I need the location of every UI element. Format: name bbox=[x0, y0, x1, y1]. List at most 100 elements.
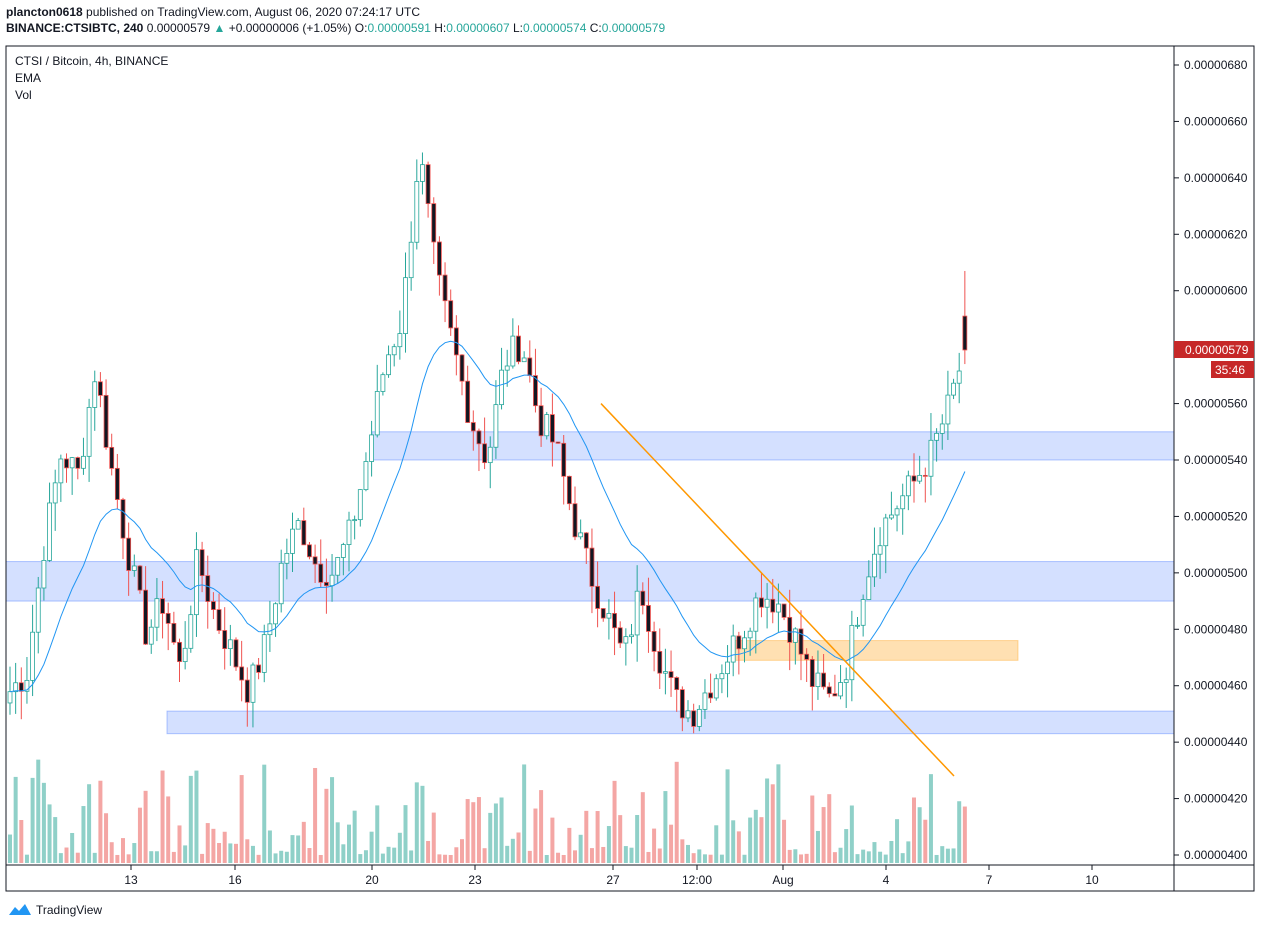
volume-bar bbox=[70, 832, 75, 863]
candle-body bbox=[838, 682, 843, 697]
volume-bar bbox=[821, 807, 826, 863]
tradingview-brand[interactable]: TradingView bbox=[8, 903, 102, 917]
volume-bar bbox=[234, 843, 238, 863]
publisher-name[interactable]: plancton0618 bbox=[6, 5, 83, 19]
volume-bar bbox=[188, 775, 193, 863]
volume-bar bbox=[98, 780, 103, 863]
candle-body bbox=[956, 370, 962, 384]
volume-bar bbox=[222, 831, 227, 863]
volume-bar bbox=[205, 823, 210, 863]
ema-legend[interactable]: EMA bbox=[15, 71, 42, 85]
ema-line bbox=[9, 340, 966, 693]
volume-bar bbox=[589, 848, 594, 863]
volume-bar bbox=[567, 827, 572, 863]
candle-body bbox=[527, 357, 533, 376]
volume-bar bbox=[256, 854, 261, 863]
candle-body bbox=[397, 333, 403, 348]
x-tick-label: 13 bbox=[124, 873, 138, 887]
candle-body bbox=[403, 277, 408, 335]
volume-bar bbox=[900, 853, 905, 863]
candle-body bbox=[284, 552, 290, 564]
x-tick-label: 16 bbox=[228, 873, 242, 887]
candle-body bbox=[386, 354, 391, 376]
volume-bars bbox=[8, 759, 967, 863]
candle-body bbox=[199, 549, 205, 577]
candle-body bbox=[821, 672, 826, 688]
candle-body bbox=[18, 682, 24, 692]
volume-bar bbox=[623, 846, 628, 863]
trendline[interactable] bbox=[600, 403, 955, 777]
publish-text: published on TradingView.com, August 06,… bbox=[86, 5, 421, 19]
candle-body bbox=[340, 544, 346, 558]
candle-body bbox=[493, 404, 499, 448]
candle-body bbox=[736, 635, 742, 650]
candle-body bbox=[256, 664, 262, 673]
volume-bar bbox=[160, 770, 165, 863]
candle-body bbox=[64, 458, 69, 469]
volume-bar bbox=[838, 847, 843, 863]
volume-bar bbox=[849, 805, 854, 863]
candle-body bbox=[516, 335, 521, 363]
x-tick-label: 20 bbox=[365, 873, 379, 887]
volume-bar bbox=[736, 831, 741, 863]
candle-body bbox=[504, 365, 510, 371]
candle-body bbox=[900, 495, 906, 510]
candle-body bbox=[759, 597, 764, 608]
candle-body bbox=[679, 689, 685, 719]
candle-body bbox=[374, 391, 380, 436]
chart-title-legend[interactable]: CTSI / Bitcoin, 4h, BINANCE bbox=[15, 54, 169, 68]
volume-bar bbox=[872, 842, 877, 863]
volume-bar bbox=[414, 782, 419, 863]
candle-body bbox=[606, 613, 612, 619]
volume-bar bbox=[934, 854, 939, 863]
candle-body bbox=[470, 422, 476, 432]
volume-bar bbox=[307, 848, 312, 863]
candle-body bbox=[436, 241, 442, 276]
volume-bar bbox=[584, 810, 589, 863]
volume-bar bbox=[906, 841, 911, 863]
candle-body bbox=[58, 458, 64, 484]
time-axis[interactable]: 13 16 20 23 27 12:00 Aug 4 7 10 bbox=[124, 865, 1099, 887]
candle-body bbox=[210, 601, 216, 610]
volume-bar bbox=[951, 848, 956, 863]
volume-bar bbox=[556, 852, 561, 863]
volume-bar bbox=[431, 812, 436, 863]
volume-bar bbox=[330, 777, 335, 863]
volume-bar bbox=[166, 796, 171, 863]
candle-body bbox=[47, 502, 52, 561]
candle-body bbox=[182, 647, 188, 663]
candle-body bbox=[776, 603, 781, 613]
candle-body bbox=[408, 241, 414, 279]
volume-bar bbox=[324, 788, 329, 863]
low-label: L: bbox=[512, 21, 523, 35]
volume-bar bbox=[697, 849, 702, 863]
candle-body bbox=[126, 537, 132, 571]
volume-bar bbox=[561, 854, 566, 863]
candle-body bbox=[244, 679, 250, 703]
volume-bar bbox=[612, 780, 617, 863]
volume-bar bbox=[13, 776, 18, 863]
volume-bar bbox=[115, 854, 120, 863]
high-value: 0.00000607 bbox=[446, 21, 510, 35]
candle-body bbox=[860, 599, 866, 626]
vol-legend[interactable]: Vol bbox=[15, 88, 32, 102]
volume-bar bbox=[578, 834, 583, 863]
volume-bar bbox=[799, 854, 803, 863]
volume-bar bbox=[386, 846, 391, 863]
candle-body bbox=[233, 639, 239, 668]
candle-body bbox=[583, 532, 589, 549]
volume-bar bbox=[686, 844, 690, 863]
volume-bar bbox=[573, 850, 577, 863]
candle-body bbox=[380, 374, 386, 392]
support-zone bbox=[371, 431, 1175, 461]
volume-bar bbox=[290, 835, 295, 863]
candle-body bbox=[154, 598, 160, 628]
candle-body bbox=[617, 627, 623, 644]
price-axis[interactable]: 0.00000680 0.00000660 0.00000640 0.00000620… bbox=[1174, 58, 1248, 862]
volume-bar bbox=[154, 851, 159, 863]
candle-body bbox=[894, 508, 900, 516]
volume-bar bbox=[866, 851, 871, 863]
volume-bar bbox=[544, 854, 549, 863]
candle-body bbox=[442, 274, 448, 302]
